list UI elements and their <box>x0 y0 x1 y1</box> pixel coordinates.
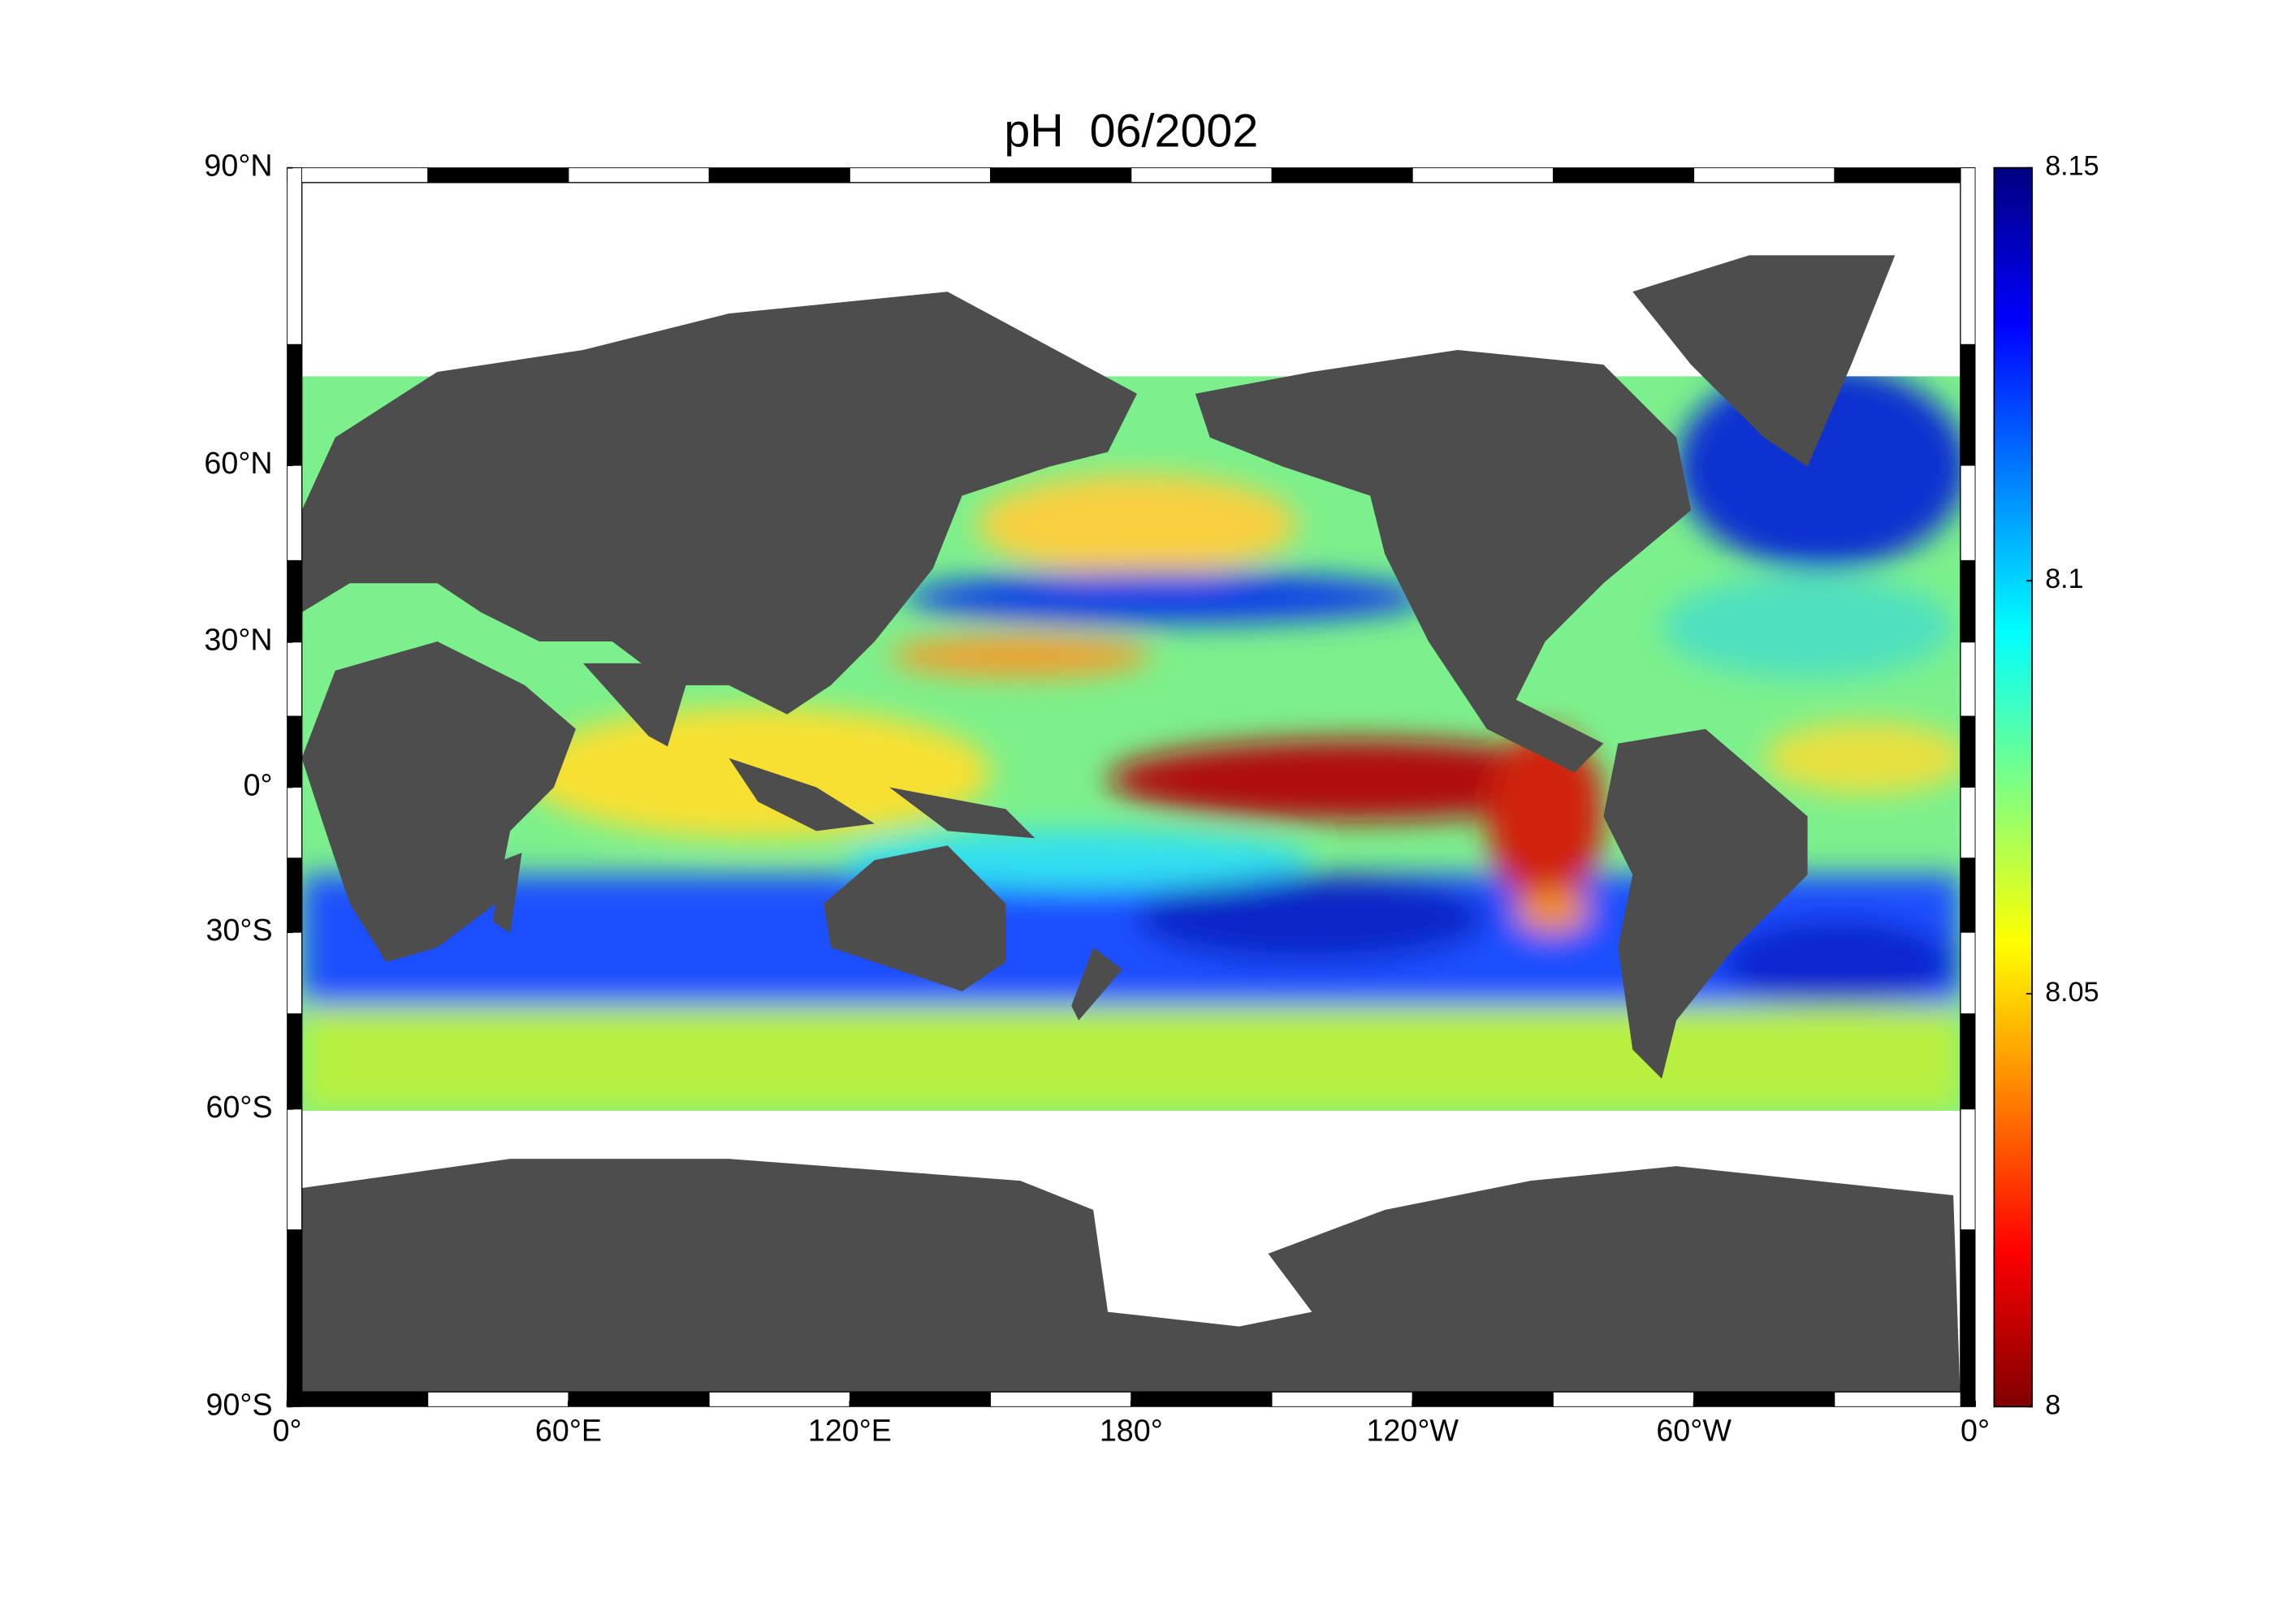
frame-segment <box>849 167 992 184</box>
frame-segment <box>1960 559 1976 643</box>
frame-segment <box>990 167 1132 184</box>
y-tick-label: 90°N <box>204 149 272 183</box>
map-title: pH 06/2002 <box>1004 106 1258 158</box>
x-tick-label: 120°E <box>808 1414 892 1448</box>
y-tick-label: 30°S <box>206 913 273 947</box>
frame-segment <box>287 787 302 859</box>
frame-segment <box>287 1229 302 1407</box>
frame-segment <box>990 1391 1132 1407</box>
frame-segment <box>1693 167 1835 184</box>
y-tick-label: 0° <box>244 767 273 801</box>
frame-segment <box>568 167 710 184</box>
frame-segment <box>287 1108 302 1231</box>
frame-segment <box>287 167 429 184</box>
x-tick-label: 180° <box>1100 1414 1163 1448</box>
frame-segment <box>1960 931 1976 1015</box>
frame-segment <box>427 167 569 184</box>
y-tick-label: 60°N <box>204 446 272 480</box>
frame-segment <box>708 167 850 184</box>
colorbar-tick-label: 8 <box>2045 1389 2060 1420</box>
frame-segment <box>287 559 302 643</box>
x-tick-label: 0° <box>1961 1414 1990 1448</box>
frame-segment <box>287 641 302 717</box>
frame-segment <box>287 715 302 788</box>
frame-segment <box>1960 787 1976 859</box>
frame-segment <box>1834 167 1976 184</box>
frame-segment <box>1960 343 1976 466</box>
frame-segment <box>287 167 302 345</box>
frame-segment <box>287 931 302 1015</box>
x-tick-label: 0° <box>273 1414 302 1448</box>
frame-segment <box>1552 167 1695 184</box>
y-tick-label: 30°N <box>204 623 272 657</box>
frame-segment <box>1960 857 1976 933</box>
frame-segment <box>1960 641 1976 717</box>
colorbar-tick-label: 8.05 <box>2045 977 2099 1008</box>
frame-segment <box>427 1391 569 1407</box>
frame-segment <box>849 1391 992 1407</box>
frame-segment <box>1412 167 1554 184</box>
frame-segment <box>1412 1391 1554 1407</box>
frame-segment <box>1960 1013 1976 1110</box>
frame-segment <box>287 464 302 561</box>
colorbar <box>1993 166 2033 1408</box>
frame-segment <box>1960 167 1976 345</box>
frame-segment <box>1960 1229 1976 1407</box>
frame-segment <box>1693 1391 1835 1407</box>
frame-segment <box>1960 1108 1976 1231</box>
frame-segment <box>568 1391 710 1407</box>
y-tick-label: 90°S <box>206 1387 273 1421</box>
frame-segment <box>287 857 302 933</box>
frame-segment <box>287 1391 429 1407</box>
frame-segment <box>1131 167 1273 184</box>
x-tick-label: 60°E <box>535 1414 602 1448</box>
frame-segment <box>1834 1391 1976 1407</box>
frame-segment <box>1552 1391 1695 1407</box>
frame-segment <box>1271 1391 1413 1407</box>
frame-segment <box>1271 167 1413 184</box>
frame-segment <box>1960 464 1976 561</box>
frame-segment <box>708 1391 850 1407</box>
x-tick-label: 60°W <box>1656 1414 1731 1448</box>
land <box>301 255 1961 1407</box>
x-tick-label: 120°W <box>1366 1414 1459 1448</box>
y-tick-label: 60°S <box>206 1090 273 1124</box>
frame-segment <box>287 1013 302 1110</box>
frame-segment <box>1131 1391 1273 1407</box>
colorbar-tick-label: 8.15 <box>2045 151 2099 182</box>
frame-segment <box>287 343 302 466</box>
colorbar-tick-label: 8.1 <box>2045 564 2083 594</box>
frame-segment <box>1960 715 1976 788</box>
